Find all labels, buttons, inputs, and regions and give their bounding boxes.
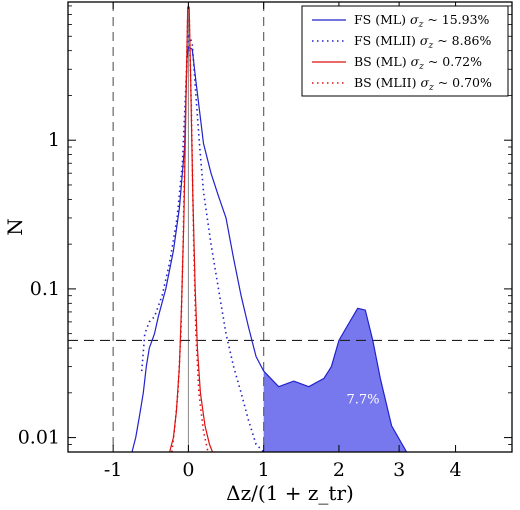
series-line-0 [131, 46, 408, 452]
y-tick-label: 0.01 [18, 427, 60, 449]
legend-label: BS (MLII) σz ~ 0.70% [354, 75, 492, 93]
y-axis-label: N [3, 218, 27, 236]
plot-content: 7.7% [68, 2, 512, 452]
legend-label: BS (ML) σz ~ 0.72% [354, 54, 482, 72]
legend-label: FS (ML) σz ~ 15.93% [354, 12, 490, 30]
plot-area: 7.7% [68, 2, 512, 452]
series-line-3 [171, 18, 209, 452]
shaded-area [263, 308, 407, 452]
series-line-1 [140, 33, 265, 452]
y-tick-label: 0.1 [30, 278, 60, 300]
legend-label: FS (MLII) σz ~ 8.86% [354, 33, 491, 51]
x-tick-label: 1 [258, 459, 270, 481]
y-tick-label: 1 [48, 129, 60, 151]
plot-frame [67, 1, 513, 453]
x-axis-label: Δz/(1 + z_tr) [226, 481, 354, 505]
x-tick-label: 3 [393, 459, 405, 481]
x-tick-label: 4 [450, 459, 462, 481]
x-tick-label: 2 [333, 459, 345, 481]
shaded-annotation: 7.7% [346, 392, 379, 407]
legend: FS (ML) σz ~ 15.93% FS (MLII) σz ~ 8.86% B… [301, 5, 509, 97]
legend-box [301, 5, 509, 97]
x-tick-label: 0 [182, 459, 194, 481]
x-tick-label: -1 [104, 459, 123, 481]
